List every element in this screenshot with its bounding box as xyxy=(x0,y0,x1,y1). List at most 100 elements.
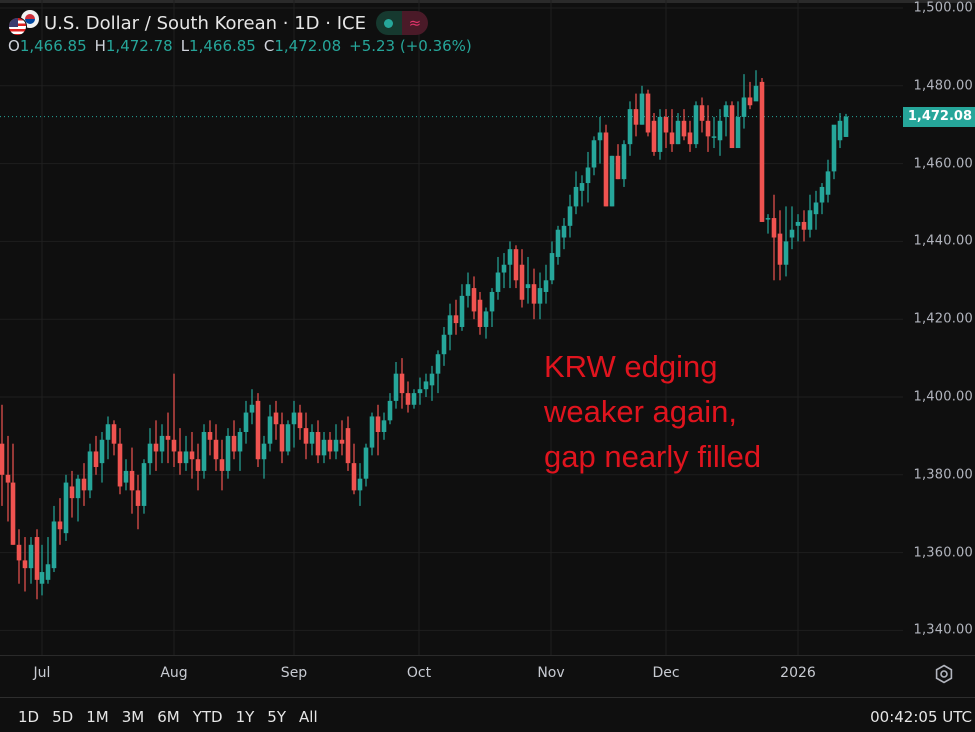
candle xyxy=(237,428,243,471)
candle xyxy=(51,505,57,573)
candle xyxy=(345,416,351,471)
candle xyxy=(585,151,591,203)
range-6m-button[interactable]: 6M xyxy=(157,708,180,726)
candle xyxy=(57,498,63,545)
symbol-title-row: U.S. Dollar / South Korean · 1D · ICE ≈ xyxy=(8,10,480,36)
chart-legend: U.S. Dollar / South Korean · 1D · ICE ≈ … xyxy=(8,10,480,55)
candle xyxy=(591,136,597,176)
candle xyxy=(789,206,795,250)
candle xyxy=(99,432,105,483)
candle xyxy=(165,412,171,464)
candle xyxy=(411,389,417,409)
candlestick-chart[interactable] xyxy=(0,0,903,655)
open-label: O xyxy=(8,37,20,55)
candle xyxy=(609,155,615,207)
candle xyxy=(405,381,411,413)
time-tick-label: Oct xyxy=(406,665,432,681)
candle xyxy=(213,424,219,471)
candle xyxy=(483,307,489,339)
candle xyxy=(603,124,609,207)
top-border xyxy=(0,0,975,3)
range-1m-button[interactable]: 1M xyxy=(86,708,109,726)
chart-settings-button[interactable] xyxy=(934,664,954,684)
candle xyxy=(777,210,783,281)
market-status-pill[interactable]: ≈ xyxy=(375,11,428,35)
range-1y-button[interactable]: 1Y xyxy=(235,708,255,726)
time-tick-label: Nov xyxy=(537,665,565,681)
candle xyxy=(285,420,291,456)
candle xyxy=(309,424,315,456)
candle xyxy=(387,393,393,425)
candle xyxy=(28,537,34,584)
chart-plot-area[interactable] xyxy=(0,0,903,655)
time-axis[interactable]: Jul Aug Sep Oct Nov Dec 2026 xyxy=(0,655,975,695)
candle xyxy=(831,124,837,180)
close-label: C xyxy=(263,37,275,55)
low-value: 1,466.85 xyxy=(189,37,256,55)
candle xyxy=(765,214,771,234)
candle xyxy=(627,101,633,156)
candle xyxy=(177,428,183,475)
candle xyxy=(363,443,369,487)
candle xyxy=(495,256,501,300)
candle xyxy=(513,245,519,289)
symbol-title[interactable]: U.S. Dollar / South Korean · 1D · ICE xyxy=(44,12,366,34)
candle xyxy=(615,144,621,180)
candle xyxy=(843,113,849,137)
candle xyxy=(249,389,255,425)
candle xyxy=(105,416,111,460)
candle xyxy=(741,74,747,129)
wave-delayed-icon[interactable]: ≈ xyxy=(401,11,428,35)
candle xyxy=(429,365,435,401)
candle xyxy=(573,171,579,215)
last-price-tag: 1,472.08 xyxy=(903,106,975,127)
candle xyxy=(117,428,123,495)
candle xyxy=(171,373,177,468)
candle xyxy=(579,175,585,207)
annotation-line-1: KRW edging xyxy=(544,349,718,384)
range-all-button[interactable]: All xyxy=(299,708,318,726)
chart-annotation: KRW edging weaker again, gap nearly fill… xyxy=(544,344,761,479)
close-value: 1,472.08 xyxy=(274,37,342,55)
candle xyxy=(339,420,345,456)
price-tick-label: 1,400.00 xyxy=(913,389,973,405)
price-tick-label: 1,380.00 xyxy=(913,467,973,483)
date-range-selector: 1D 5D 1M 3M 6M YTD 1Y 5Y All xyxy=(18,708,331,726)
price-tick-label: 1,460.00 xyxy=(913,156,973,172)
candle xyxy=(375,404,381,456)
candle xyxy=(255,393,261,468)
candle xyxy=(711,116,717,149)
candle xyxy=(327,432,333,460)
candle xyxy=(669,109,675,152)
candle xyxy=(837,113,843,149)
candle xyxy=(795,214,801,242)
candle xyxy=(807,194,813,238)
candle xyxy=(0,404,5,506)
market-open-dot-icon[interactable] xyxy=(375,11,402,35)
candle xyxy=(201,424,207,479)
candle xyxy=(681,109,687,141)
price-axis[interactable]: 1,500.00 1,480.00 1,460.00 1,440.00 1,420.00… xyxy=(903,0,975,655)
candle xyxy=(783,206,789,277)
range-1d-button[interactable]: 1D xyxy=(18,708,40,726)
candle xyxy=(153,420,159,471)
candle xyxy=(75,474,81,522)
candle xyxy=(39,544,45,596)
ohlc-values: O 1,466.85 H 1,472.78 L 1,466.85 C 1,472… xyxy=(8,37,480,55)
high-label: H xyxy=(94,37,106,55)
candle xyxy=(465,272,471,308)
utc-clock[interactable]: 00:42:05 UTC xyxy=(870,708,972,726)
range-3m-button[interactable]: 3M xyxy=(121,708,145,726)
range-ytd-button[interactable]: YTD xyxy=(192,708,223,726)
gear-icon xyxy=(935,664,953,684)
candle xyxy=(657,109,663,160)
candle xyxy=(267,404,273,452)
candle xyxy=(675,113,681,145)
candle xyxy=(729,101,735,149)
candle xyxy=(34,529,40,600)
range-5d-button[interactable]: 5D xyxy=(52,708,74,726)
time-tick-label: Jul xyxy=(33,665,51,681)
candle xyxy=(333,424,339,460)
candle xyxy=(10,443,16,545)
range-5y-button[interactable]: 5Y xyxy=(267,708,287,726)
